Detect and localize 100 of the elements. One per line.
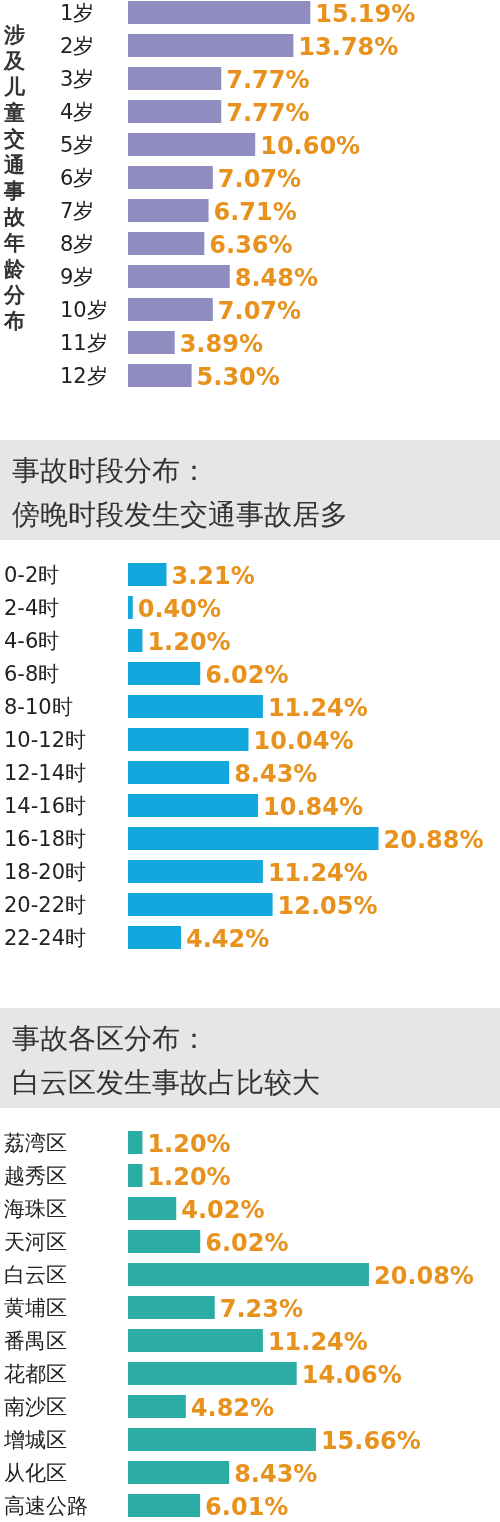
data-label: 7.23% (219, 1295, 304, 1323)
data-label: 10.84% (263, 793, 364, 821)
data-label: 12.05% (277, 892, 378, 920)
y-tick-label: 番禺区 (4, 1329, 67, 1353)
y-tick-label: 20-22时 (4, 893, 87, 917)
data-label: 20.88% (383, 826, 484, 854)
y-tick-label: 越秀区 (4, 1164, 67, 1188)
data-label: 5.30% (196, 363, 280, 391)
bar (128, 1296, 215, 1319)
data-label: 6.71% (213, 198, 297, 226)
y-tick-label: 6-8时 (4, 662, 60, 686)
y-tick-label: 4-6时 (4, 629, 60, 653)
bar (128, 1230, 201, 1253)
bar (128, 728, 249, 751)
y-tick-label: 4岁 (60, 100, 95, 124)
data-label: 6.36% (209, 231, 293, 259)
y-tick-label: 6岁 (60, 166, 95, 190)
y-tick-label: 高速公路 (4, 1494, 88, 1518)
data-label: 0.40% (137, 595, 222, 623)
data-label: 4.02% (181, 1196, 265, 1224)
y-tick-label: 0-2时 (4, 563, 60, 587)
y-tick-label: 从化区 (4, 1461, 67, 1485)
bar (128, 232, 205, 255)
y-tick-label: 2-4时 (4, 596, 60, 620)
bar (128, 761, 230, 784)
y-tick-label: 9岁 (60, 265, 95, 289)
data-label: 6.02% (205, 1229, 289, 1257)
data-label: 11.24% (267, 859, 368, 887)
data-label: 11.24% (267, 1328, 368, 1356)
data-label: 7.07% (217, 297, 302, 325)
data-label: 14.06% (301, 1361, 402, 1389)
bar (128, 364, 192, 387)
bar (128, 695, 263, 718)
data-label: 7.07% (217, 165, 302, 193)
y-tick-label: 3岁 (60, 67, 95, 91)
bar (128, 265, 230, 288)
bar (128, 893, 273, 916)
bar (128, 860, 263, 883)
data-label: 4.42% (186, 925, 270, 953)
y-tick-label: 16-18时 (4, 827, 87, 851)
bar (128, 1131, 143, 1154)
chart-title: 事故时段分布： (12, 454, 208, 487)
y-tick-label: 10-12时 (4, 728, 87, 752)
bar (128, 596, 133, 619)
y-tick-label: 14-16时 (4, 794, 87, 818)
data-label: 4.82% (190, 1394, 275, 1422)
data-label: 15.66% (320, 1427, 421, 1455)
chart-title: 涉及儿童交通事故年龄分布 (4, 23, 25, 333)
bar (128, 166, 213, 189)
y-tick-label: 海珠区 (4, 1197, 67, 1221)
data-label: 10.60% (260, 132, 361, 160)
bar (128, 1395, 186, 1418)
y-tick-label: 荔湾区 (4, 1131, 67, 1155)
bar (128, 1461, 230, 1484)
y-tick-label: 10岁 (60, 298, 108, 322)
bar (128, 563, 167, 586)
data-label: 1.20% (147, 628, 231, 656)
data-label: 15.19% (315, 0, 416, 28)
y-tick-label: 5岁 (60, 133, 95, 157)
y-tick-label: 18-20时 (4, 860, 87, 884)
data-label: 8.43% (234, 760, 318, 788)
bar (128, 1164, 143, 1187)
chart-subtitle: 白云区发生事故占比较大 (12, 1066, 320, 1099)
bar (128, 926, 182, 949)
y-tick-label: 11岁 (60, 331, 108, 355)
data-label: 6.01% (205, 1493, 289, 1521)
y-tick-label: 8岁 (60, 232, 95, 256)
y-tick-label: 花都区 (4, 1362, 67, 1386)
chart-title: 事故各区分布： (12, 1022, 208, 1055)
y-tick-label: 12岁 (60, 364, 108, 388)
bar (128, 298, 213, 321)
bar (128, 1362, 297, 1385)
y-tick-label: 白云区 (4, 1263, 67, 1287)
data-label: 20.08% (373, 1262, 474, 1290)
bar (128, 1329, 263, 1352)
chart-subtitle: 傍晚时段发生交通事故居多 (12, 498, 348, 531)
data-label: 1.20% (147, 1163, 231, 1191)
y-tick-label: 1岁 (60, 1, 95, 25)
data-label: 13.78% (298, 33, 399, 61)
bar (128, 1428, 316, 1451)
data-label: 1.20% (147, 1130, 231, 1158)
y-tick-label: 2岁 (60, 34, 95, 58)
bar (128, 331, 175, 354)
bar (128, 794, 259, 817)
y-tick-label: 12-14时 (4, 761, 87, 785)
bar (128, 662, 201, 685)
data-label: 8.48% (234, 264, 319, 292)
bar (128, 1263, 369, 1286)
y-tick-label: 8-10时 (4, 695, 73, 719)
data-label: 6.02% (205, 661, 289, 689)
bar (128, 67, 222, 90)
bar (128, 1, 311, 24)
y-tick-label: 7岁 (60, 199, 95, 223)
data-label: 3.89% (179, 330, 263, 358)
y-tick-label: 南沙区 (4, 1395, 67, 1419)
y-tick-label: 增城区 (3, 1428, 67, 1452)
bar (128, 1494, 201, 1517)
bar (128, 100, 222, 123)
bar (128, 1197, 177, 1220)
bar (128, 133, 256, 156)
